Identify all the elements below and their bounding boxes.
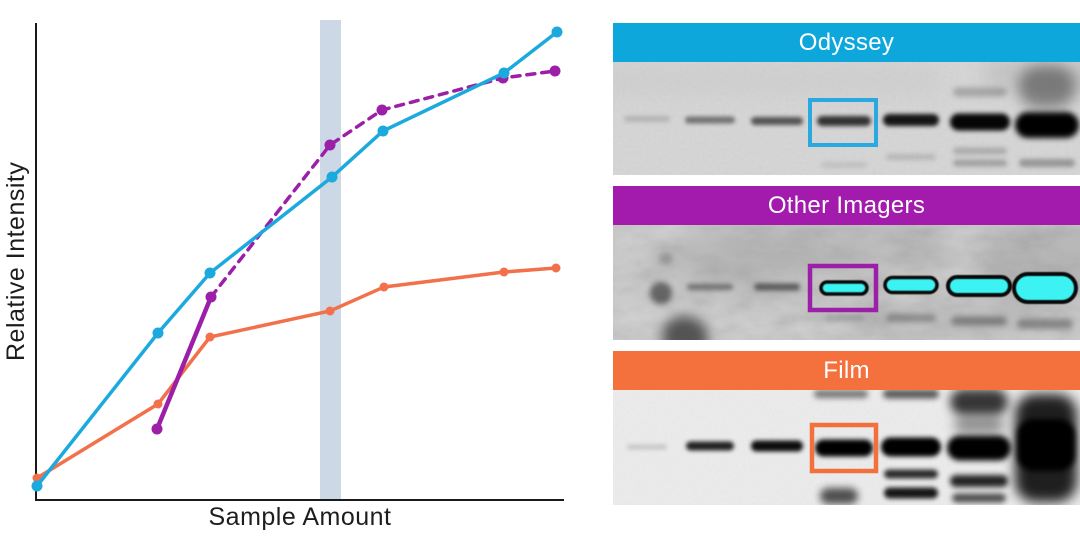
series-other-imagers <box>151 65 561 435</box>
lane4-highlight-box <box>808 98 878 147</box>
x-axis-label: Sample Amount <box>208 503 392 531</box>
blot-panels: Odyssey Other Imagers Film <box>613 23 1080 516</box>
panel-odyssey-header: Odyssey <box>613 23 1080 62</box>
highlight-band <box>320 20 341 499</box>
panel-film: Film <box>613 351 1080 505</box>
panel-odyssey: Odyssey <box>613 23 1080 175</box>
lane4-highlight-box <box>807 263 879 313</box>
chart-canvas <box>31 20 564 501</box>
panel-other-imagers: Other Imagers <box>613 186 1080 340</box>
series-film <box>32 263 561 483</box>
series-odyssey <box>31 26 563 492</box>
intensity-chart: Relative Intensity Sample Amount <box>2 20 564 531</box>
film-blot-image <box>613 390 1080 505</box>
odyssey-blot-image <box>613 62 1080 175</box>
chart-axes <box>35 23 564 501</box>
panel-other-imagers-title: Other Imagers <box>767 191 926 219</box>
lane4-highlight-box <box>809 422 879 474</box>
other-imagers-blot-image <box>613 225 1080 340</box>
y-axis-label: Relative Intensity <box>2 161 30 362</box>
panel-odyssey-title: Odyssey <box>798 28 895 56</box>
panel-film-title: Film <box>823 356 870 384</box>
panel-other-imagers-header: Other Imagers <box>613 186 1080 225</box>
panel-film-header: Film <box>613 351 1080 390</box>
